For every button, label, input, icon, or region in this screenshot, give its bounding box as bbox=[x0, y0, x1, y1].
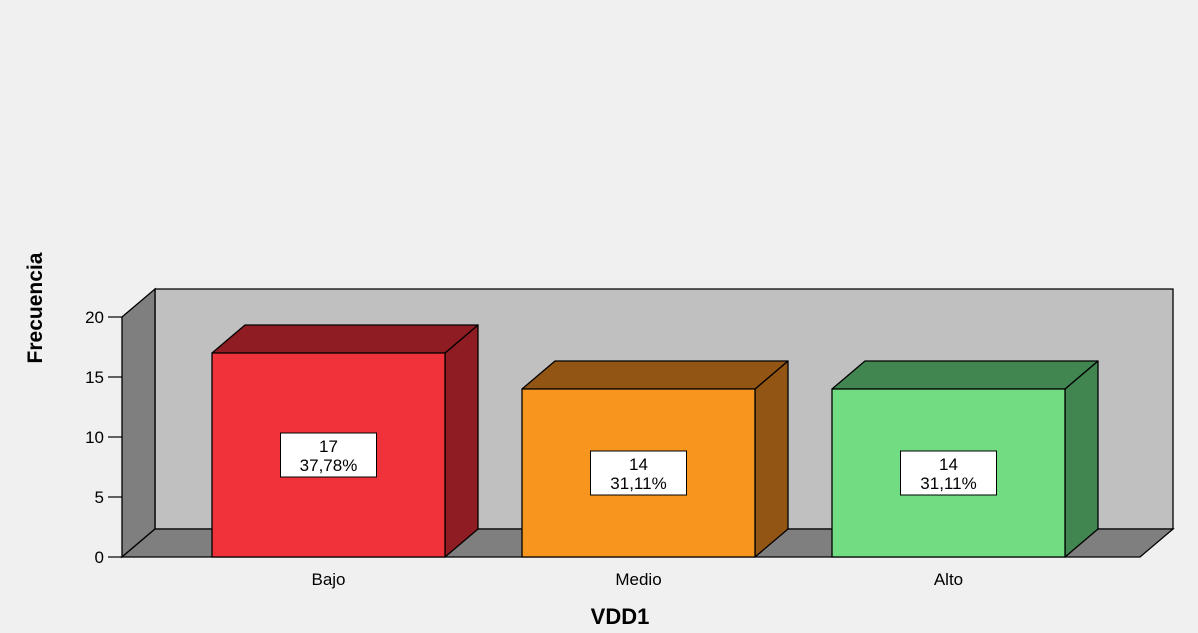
data-label-percent: 31,11% bbox=[920, 474, 976, 493]
bar-top bbox=[211, 324, 479, 354]
x-tick-label: Bajo bbox=[311, 570, 345, 589]
chart-side-wall bbox=[121, 287, 156, 559]
bar-side bbox=[444, 324, 479, 558]
data-label-percent: 37,78% bbox=[300, 456, 358, 475]
x-axis-labels: Bajo Medio Alto bbox=[311, 570, 963, 589]
y-axis: 0 5 10 15 20 bbox=[85, 308, 122, 567]
x-tick-label: Medio bbox=[615, 570, 661, 589]
y-tick-label: 20 bbox=[85, 308, 104, 327]
y-axis-title: Frecuencia bbox=[24, 252, 47, 363]
bar-top bbox=[521, 360, 789, 390]
bar-side bbox=[1064, 360, 1099, 558]
bar-side bbox=[754, 360, 789, 558]
data-label-percent: 31,11% bbox=[610, 474, 666, 493]
data-label-box bbox=[590, 450, 687, 496]
bar-top bbox=[831, 360, 1099, 390]
data-label-count: 14 bbox=[629, 455, 648, 474]
data-label-box bbox=[280, 432, 377, 478]
data-label-count: 14 bbox=[939, 455, 958, 474]
y-tick-label: 15 bbox=[85, 368, 104, 387]
y-tick-label: 10 bbox=[85, 428, 104, 447]
y-tick-label: 5 bbox=[95, 488, 104, 507]
y-tick-label: 0 bbox=[95, 548, 104, 567]
data-label-count: 17 bbox=[319, 437, 338, 456]
data-label-box bbox=[900, 450, 997, 496]
x-tick-label: Alto bbox=[934, 570, 963, 589]
x-axis-title: VDD1 bbox=[591, 604, 650, 629]
